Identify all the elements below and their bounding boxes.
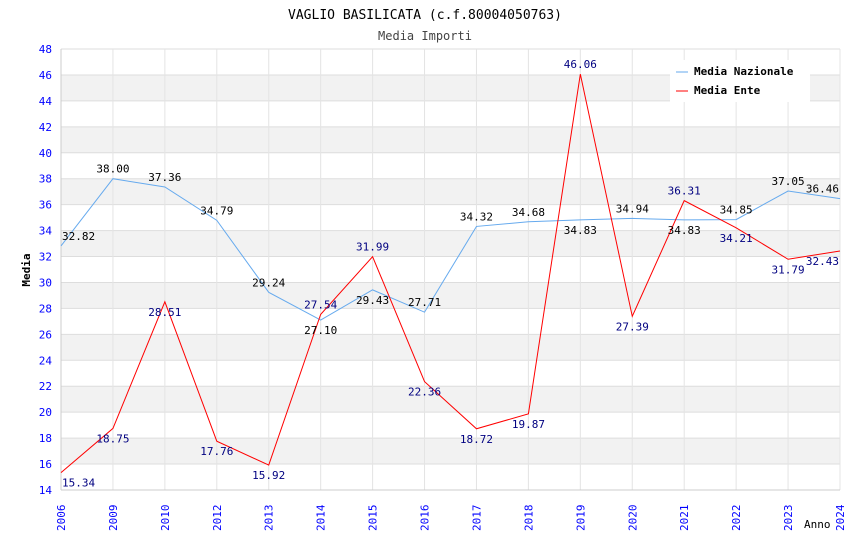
x-tick-label: 2014 [315,504,328,531]
y-tick-label: 48 [39,43,52,56]
data-label: 29.24 [252,276,285,289]
data-label: 34.79 [200,204,233,217]
data-label: 15.34 [62,477,95,490]
x-tick-label: 2009 [107,505,120,532]
x-tick-label: 2012 [211,505,224,532]
grid-band [61,334,840,361]
x-tick-label: 2010 [159,505,172,532]
grid-band [61,126,840,153]
data-label: 18.75 [96,432,129,445]
data-label: 36.46 [806,183,839,196]
y-tick-label: 38 [39,173,52,186]
data-label: 34.32 [460,210,493,223]
data-label: 32.43 [806,255,839,268]
chart-subtitle: Media Importi [378,29,472,43]
y-tick-label: 40 [39,147,52,160]
x-tick-label: 2020 [626,505,639,532]
x-axis-label: Anno [804,518,831,531]
legend: Media Nazionale Media Ente [670,60,810,102]
data-label: 37.05 [772,175,805,188]
data-label: 34.85 [720,204,753,217]
data-label: 17.76 [200,445,233,458]
grid-band [61,438,840,465]
grid-band [61,178,840,205]
y-tick-label: 30 [39,276,52,289]
data-label: 27.71 [408,296,441,309]
y-tick-label: 32 [39,251,52,264]
x-tick-label: 2018 [522,505,535,532]
data-label: 15.92 [252,469,285,482]
y-tick-label: 26 [39,328,52,341]
data-label: 34.83 [668,224,701,237]
y-tick-label: 34 [39,225,53,238]
x-tick-label: 2006 [55,505,68,532]
x-tick-label: 2024 [834,504,847,531]
x-tick-label: 2019 [574,505,587,532]
data-label: 28.51 [148,306,181,319]
y-tick-label: 42 [39,121,52,134]
data-label: 34.83 [564,224,597,237]
data-label: 37.36 [148,171,181,184]
data-label: 34.94 [616,202,649,215]
x-tick-label: 2015 [367,505,380,532]
x-tick-label: 2021 [678,505,691,532]
data-label: 34.21 [720,232,753,245]
y-tick-label: 16 [39,458,52,471]
data-label: 27.10 [304,324,337,337]
data-label: 27.54 [304,298,337,311]
y-tick-label: 14 [39,484,53,497]
y-tick-label: 44 [39,95,53,108]
series-line-ente [60,74,841,474]
y-tick-label: 24 [39,354,53,367]
y-tick-label: 46 [39,69,52,82]
y-tick-label: 18 [39,432,52,445]
x-tick-label: 2017 [470,505,483,532]
x-tick-label: 2022 [730,505,743,532]
grid-band [61,230,840,257]
x-tick-label: 2016 [419,505,432,532]
data-label: 32.82 [62,230,95,243]
y-axis-label: Media [20,253,33,286]
grid-band [61,282,840,309]
data-label: 38.00 [96,163,129,176]
series-line-nazionale [60,178,841,321]
legend-label-nazionale: Media Nazionale [694,65,794,78]
data-label: 19.87 [512,418,545,431]
data-label: 31.99 [356,241,389,254]
grid-band [61,386,840,413]
x-tick-label: 2023 [782,505,795,532]
y-tick-label: 22 [39,380,52,393]
chart-title: VAGLIO BASILICATA (c.f.80004050763) [288,8,562,23]
data-label: 27.39 [616,320,649,333]
data-label: 46.06 [564,58,597,71]
y-tick-label: 20 [39,406,52,419]
legend-label-ente: Media Ente [694,84,761,97]
data-label: 36.31 [668,185,701,198]
y-tick-label: 28 [39,302,52,315]
x-tick-label: 2013 [263,505,276,532]
data-label: 31.79 [772,263,805,276]
data-label: 18.72 [460,433,493,446]
data-label: 29.43 [356,294,389,307]
y-tick-label: 36 [39,199,52,212]
data-label: 22.36 [408,386,441,399]
data-label: 34.68 [512,206,545,219]
